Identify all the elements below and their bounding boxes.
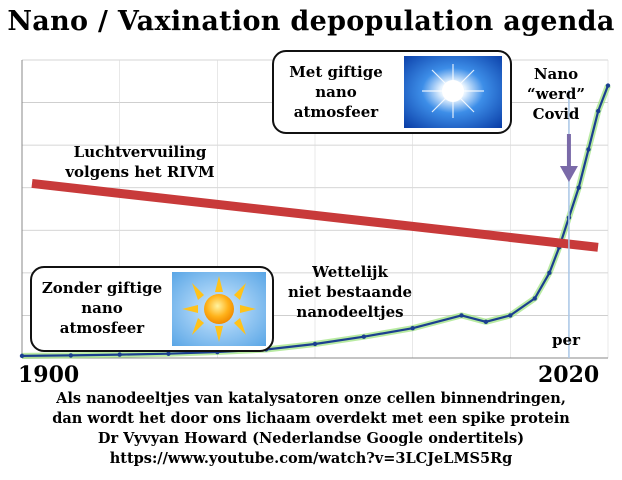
with-toxic-line2: nano — [315, 83, 357, 101]
data-point — [361, 334, 367, 339]
data-point — [117, 352, 122, 357]
data-point — [508, 313, 513, 318]
footer-line-1: Als nanodeeltjes van katalysatoren onze … — [56, 390, 566, 407]
legal-nano-label: Wettelijk niet bestaande nanodeeltjes — [270, 262, 430, 322]
trend-line — [31, 178, 599, 252]
chart-title: Nano / Vaxination depopulation agenda — [7, 6, 615, 37]
chart-axes — [21, 60, 608, 359]
data-point — [68, 353, 74, 358]
footer-line-3: Dr Vyvyan Howard (Nederlandse Google ond… — [97, 430, 525, 447]
pollution-label-line1: Luchtvervuiling — [73, 143, 207, 161]
footer-line-4: https://www.youtube.com/watch?v=3LCJeLMS… — [109, 450, 513, 467]
data-point — [605, 83, 611, 88]
data-point — [410, 326, 415, 331]
with-toxic-text: Met giftige nano atmosfeer — [280, 62, 392, 122]
with-toxic-box: Met giftige nano atmosfeer — [272, 50, 512, 134]
bright-sun-sky-image — [404, 56, 502, 128]
with-toxic-line1: Met giftige — [289, 63, 383, 81]
data-point — [596, 108, 601, 114]
without-toxic-line1: Zonder giftige — [41, 279, 163, 297]
arrow-down-icon — [559, 166, 578, 182]
nano-covid-line1: Nano — [533, 65, 579, 83]
trend-layer — [31, 178, 599, 252]
without-toxic-line2: nano — [81, 299, 123, 317]
series-line — [21, 85, 610, 357]
data-point — [576, 185, 581, 190]
sun-icon — [172, 272, 266, 346]
per-label: per — [552, 331, 580, 349]
pollution-label-line2: volgens het RIVM — [65, 163, 215, 181]
data-point — [483, 319, 489, 325]
data-point — [19, 353, 25, 359]
data-point — [312, 341, 318, 347]
data-point — [459, 313, 464, 318]
nano-covid-line3: Covid — [532, 105, 580, 123]
without-toxic-text: Zonder giftige nano atmosfeer — [34, 278, 170, 338]
data-point — [166, 351, 171, 356]
footer-line-2: dan wordt het door ons lichaam overdekt … — [52, 410, 570, 427]
data-point — [547, 270, 552, 276]
legal-line1: Wettelijk — [312, 263, 388, 281]
data-point — [586, 147, 591, 152]
data-series — [19, 83, 611, 359]
end-year-label: 2020 — [538, 362, 600, 388]
legal-line2: niet bestaande — [287, 283, 413, 301]
marker-layer — [559, 90, 578, 358]
nano-covid-line2: “werd” — [526, 85, 586, 103]
without-toxic-box: Zonder giftige nano atmosfeer — [30, 266, 274, 352]
with-toxic-line3: atmosfeer — [293, 103, 379, 121]
pollution-label: Luchtvervuiling volgens het RIVM — [40, 142, 240, 182]
nano-covid-label: Nano “werd” Covid — [518, 64, 594, 124]
start-year-label: 1900 — [18, 362, 80, 388]
without-toxic-line3: atmosfeer — [59, 319, 145, 337]
data-point — [532, 296, 537, 301]
legal-line3: nanodeeltjes — [296, 303, 404, 321]
